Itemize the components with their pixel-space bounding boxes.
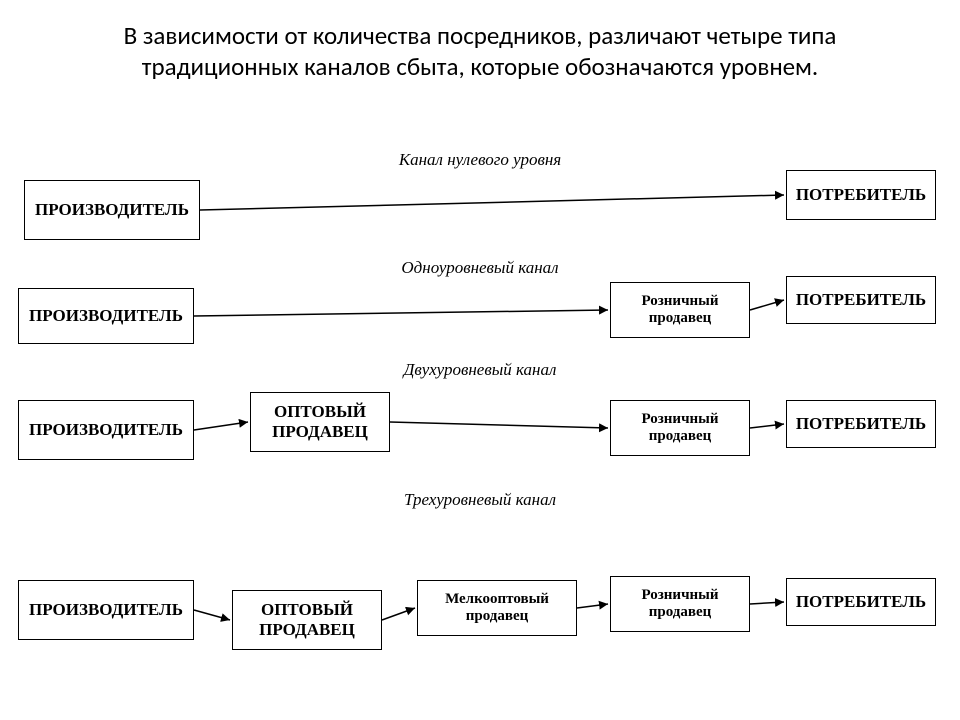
caption-one: Одноуровневый канал — [350, 258, 610, 278]
arrow-w2-r2 — [390, 422, 608, 428]
arrow-r3-c3 — [750, 602, 784, 604]
arrow-r1-c1 — [750, 300, 784, 310]
arrow-p2-w2 — [194, 422, 248, 430]
arrow-p0-c0 — [200, 195, 784, 210]
node-r2: Розничный продавец — [610, 400, 750, 456]
node-r3: Розничный продавец — [610, 576, 750, 632]
node-w2: ОПТОВЫЙ ПРОДАВЕЦ — [250, 392, 390, 452]
node-p0: ПРОИЗВОДИТЕЛЬ — [24, 180, 200, 240]
page-title: В зависимости от количества посредников,… — [0, 20, 960, 83]
node-p3: ПРОИЗВОДИТЕЛЬ — [18, 580, 194, 640]
arrow-w3-s3 — [382, 608, 415, 620]
node-p1: ПРОИЗВОДИТЕЛЬ — [18, 288, 194, 344]
node-c1: ПОТРЕБИТЕЛЬ — [786, 276, 936, 324]
node-c3: ПОТРЕБИТЕЛЬ — [786, 578, 936, 626]
arrow-p1-r1 — [194, 310, 608, 316]
arrow-s3-r3 — [577, 604, 608, 608]
arrow-p3-w3 — [194, 610, 230, 620]
node-c2: ПОТРЕБИТЕЛЬ — [786, 400, 936, 448]
caption-three: Трехуровневый канал — [370, 490, 590, 510]
node-p2: ПРОИЗВОДИТЕЛЬ — [18, 400, 194, 460]
caption-two: Двухуровневый канал — [350, 360, 610, 380]
node-r1: Розничный продавец — [610, 282, 750, 338]
caption-zero: Канал нулевого уровня — [350, 150, 610, 170]
node-s3: Мелкооптовый продавец — [417, 580, 577, 636]
node-w3: ОПТОВЫЙ ПРОДАВЕЦ — [232, 590, 382, 650]
arrow-r2-c2 — [750, 424, 784, 428]
node-c0: ПОТРЕБИТЕЛЬ — [786, 170, 936, 220]
